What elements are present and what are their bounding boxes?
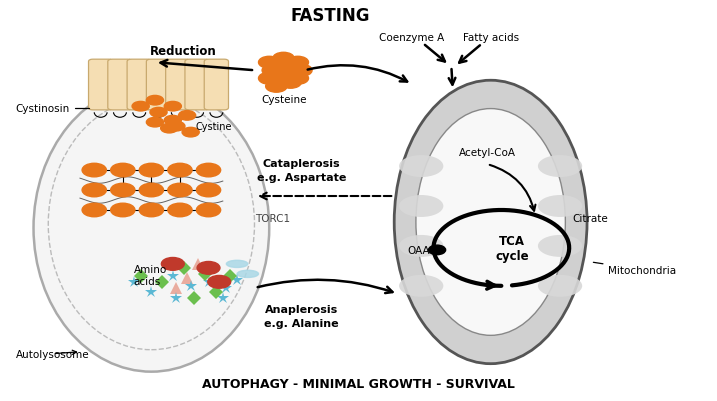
Ellipse shape	[399, 196, 443, 217]
Text: Fatty acids: Fatty acids	[462, 33, 518, 43]
Text: OAA: OAA	[407, 245, 430, 255]
Text: Cystinosin: Cystinosin	[16, 104, 89, 114]
Circle shape	[208, 276, 231, 288]
FancyBboxPatch shape	[185, 60, 209, 111]
FancyBboxPatch shape	[204, 60, 229, 111]
Text: Coenzyme A: Coenzyme A	[379, 33, 444, 43]
Circle shape	[168, 204, 192, 217]
Ellipse shape	[227, 261, 248, 268]
Circle shape	[259, 73, 280, 85]
Text: Cataplerosis
e.g. Aspartate: Cataplerosis e.g. Aspartate	[257, 159, 346, 182]
Circle shape	[132, 102, 149, 112]
Text: Mitochondria: Mitochondria	[594, 263, 677, 275]
Circle shape	[290, 65, 312, 77]
Circle shape	[150, 108, 167, 117]
Circle shape	[110, 184, 135, 197]
Circle shape	[139, 184, 163, 197]
Circle shape	[161, 258, 184, 271]
Circle shape	[287, 57, 308, 69]
FancyBboxPatch shape	[88, 60, 113, 111]
Circle shape	[262, 65, 283, 77]
Text: Reduction: Reduction	[150, 45, 217, 58]
Text: TORC1: TORC1	[255, 213, 290, 223]
Circle shape	[182, 128, 199, 138]
Ellipse shape	[538, 156, 582, 178]
Text: Cystine: Cystine	[196, 122, 232, 132]
Circle shape	[179, 111, 196, 121]
Text: Citrate: Citrate	[573, 213, 609, 223]
Circle shape	[82, 164, 106, 177]
FancyBboxPatch shape	[146, 60, 171, 111]
Circle shape	[429, 245, 446, 255]
Circle shape	[164, 116, 181, 126]
FancyBboxPatch shape	[108, 60, 132, 111]
Circle shape	[139, 204, 163, 217]
FancyBboxPatch shape	[127, 60, 151, 111]
Circle shape	[82, 184, 106, 197]
Text: FASTING: FASTING	[290, 7, 370, 25]
FancyBboxPatch shape	[166, 60, 190, 111]
Circle shape	[168, 184, 192, 197]
Text: Autolysosome: Autolysosome	[16, 349, 90, 359]
Circle shape	[197, 262, 220, 275]
Ellipse shape	[538, 235, 582, 257]
Circle shape	[82, 204, 106, 217]
Circle shape	[287, 73, 308, 85]
Text: AUTOPHAGY - MINIMAL GROWTH - SURVIVAL: AUTOPHAGY - MINIMAL GROWTH - SURVIVAL	[202, 377, 515, 390]
Circle shape	[110, 164, 135, 177]
Text: Acetyl-CoA: Acetyl-CoA	[459, 148, 516, 158]
Text: Amino
acids: Amino acids	[133, 264, 167, 287]
Circle shape	[168, 164, 192, 177]
Ellipse shape	[538, 275, 582, 297]
Circle shape	[110, 204, 135, 217]
Circle shape	[146, 118, 163, 128]
Circle shape	[276, 61, 298, 73]
Ellipse shape	[399, 235, 443, 257]
Circle shape	[196, 204, 221, 217]
Circle shape	[266, 81, 287, 93]
Circle shape	[146, 96, 163, 106]
Circle shape	[161, 124, 178, 134]
Ellipse shape	[399, 156, 443, 178]
Ellipse shape	[394, 81, 587, 364]
Circle shape	[168, 122, 185, 132]
Circle shape	[196, 164, 221, 177]
Text: TCA
cycle: TCA cycle	[495, 234, 529, 262]
Circle shape	[196, 184, 221, 197]
Text: Anaplerosis
e.g. Alanine: Anaplerosis e.g. Alanine	[264, 304, 338, 328]
Ellipse shape	[399, 275, 443, 297]
Ellipse shape	[237, 271, 259, 278]
Ellipse shape	[416, 109, 566, 336]
Ellipse shape	[538, 196, 582, 217]
Circle shape	[280, 77, 301, 89]
Circle shape	[272, 53, 294, 65]
Text: Cysteine: Cysteine	[262, 95, 307, 105]
Ellipse shape	[34, 85, 269, 372]
Circle shape	[272, 69, 294, 81]
Circle shape	[139, 164, 163, 177]
Circle shape	[259, 57, 280, 69]
Circle shape	[164, 102, 181, 112]
